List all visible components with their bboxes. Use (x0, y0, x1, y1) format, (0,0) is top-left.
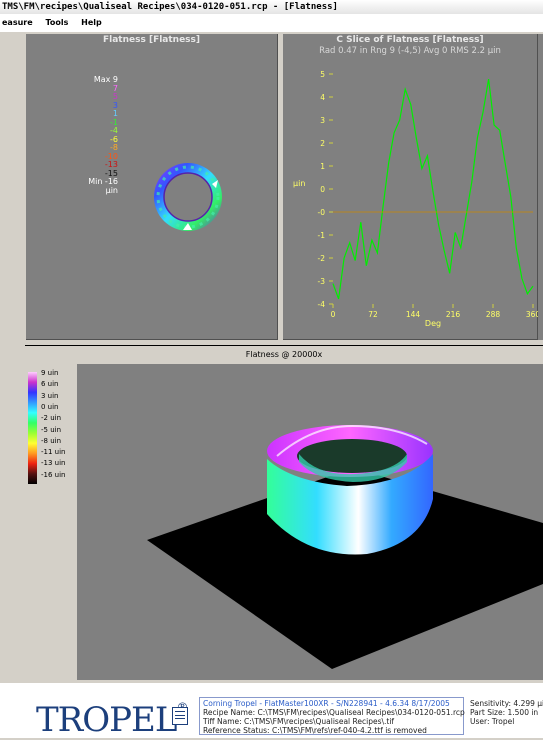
flatness-legend-label: -15 (104, 168, 118, 178)
footer-reference-status: Reference Status: C:\TMS\FM\refs\ref-040… (203, 726, 427, 735)
y-tick-label: -0 (318, 208, 326, 217)
footer-part-size: Part Size: 1.500 in (470, 708, 539, 717)
cylinder-inner-hole (297, 439, 407, 473)
c-slice-panel: C Slice of Flatness [Flatness] Rad 0.47 … (283, 34, 538, 340)
cylinder-wall (267, 454, 433, 555)
flatness-legend-label: -1 (110, 117, 118, 127)
x-tick-label: 288 (486, 310, 501, 319)
flatness-3d-view (147, 424, 543, 669)
window-title: TMS\FM\recipes\Qualiseal Recipes\034-012… (2, 2, 338, 12)
flatness-legend-label: -6 (110, 134, 118, 144)
y-tick-label: 0 (320, 185, 325, 194)
window-title-bar: TMS\FM\recipes\Qualiseal Recipes\034-012… (0, 0, 543, 14)
right-panel-edge (538, 34, 543, 340)
flatness-legend-label: -13 (104, 160, 118, 169)
y-tick-label: -2 (318, 254, 326, 263)
footer-user: User: Tropel (470, 717, 515, 726)
flatness-legend-label: -10 (104, 151, 118, 161)
flatness-legend-label: 3 (112, 100, 118, 110)
flatness-profile-line (332, 79, 534, 300)
left-side-strip (0, 345, 25, 683)
flatness-ring-map (154, 163, 222, 231)
flatness-3d-legend: 9 uin 6 uin 3 uin 0 uin -2 uin -5 uin -8 uin -1… (25, 364, 77, 681)
black-base-plane (147, 468, 543, 669)
y-tick-label: -1 (318, 231, 326, 240)
flatness-3d-legend-label: -2 uin (41, 414, 62, 423)
flatness-2d-panel: Flatness [Flatness] Max 9 7 5 3 1 -1 -4 -6 -8 -10… (26, 34, 278, 340)
x-tick-label: 360 (526, 310, 538, 319)
menu-item-tools[interactable]: Tools (45, 18, 69, 27)
flatness-3d-legend-label: -11 uin (41, 448, 66, 457)
c-slice-stats: Rad 0.47 in Rng 9 (-4,5) Avg 0 RMS 2.2 µ… (319, 46, 501, 56)
flatness-3d-panel: Flatness @ 20000x 9 uin 6 uin 3 uin 0 uin -2… (25, 345, 543, 681)
c-slice-chart: 5 4 3 2 1 0 -0 -1 -2 -3 -4 0 72 144 216 288 360 Deg µin (293, 70, 538, 328)
cylinder-inner-wall (299, 454, 407, 482)
tropel-logo-text: TROPEL (36, 700, 177, 740)
c-slice-title: C Slice of Flatness [Flatness] (336, 35, 484, 45)
ring-texture (156, 165, 220, 229)
flatness-legend-label: 1 (112, 109, 118, 118)
flatness-legend-label: Min -16 (88, 177, 118, 186)
ring-inner-hole (164, 173, 212, 221)
flatness-legend-label: 7 (112, 83, 118, 93)
menu-bar: easure Tools Help (0, 14, 543, 32)
flatness-legend-label: µin (105, 185, 118, 195)
x-tick-label: 0 (331, 310, 336, 319)
flatness-3d-legend-label: 0 uin (41, 402, 59, 411)
footer-sensitivity: Sensitivity: 4.299 µin (470, 699, 543, 708)
menu-item-help[interactable]: Help (81, 18, 102, 27)
y-tick-label: 5 (320, 70, 325, 79)
menu-item-measure[interactable]: easure (2, 18, 33, 27)
flatness-3d-legend-label: -16 uin (41, 470, 66, 479)
flatness-3d-legend-label: -8 uin (41, 436, 62, 445)
marker-top-icon (212, 180, 218, 188)
x-tick-label: 72 (368, 310, 378, 319)
y-tick-label: 3 (320, 116, 325, 125)
marker-bottom-icon (183, 223, 192, 230)
footer-tiff-name: Tiff Name: C:\TMS\FM\recipes\Qualiseal R… (203, 717, 395, 726)
cylinder-rim-highlight (276, 424, 428, 457)
flatness-3d-legend-label: 6 uin (41, 380, 59, 389)
y-axis-label: µin (293, 179, 305, 188)
flatness-3d-title: Flatness @ 20000x (25, 346, 543, 364)
tropel-logo: TROPEL® (36, 700, 188, 740)
ring-inner-edge (163, 172, 213, 222)
footer-product-line: Corning Tropel - FlatMaster100XR - S/N22… (203, 699, 450, 708)
footer-recipe-name: Recipe Name: C:\TMS\FM\recipes\Qualiseal… (203, 708, 465, 717)
y-tick-label: -4 (318, 300, 326, 309)
flatness-3d-legend-label: 9 uin (41, 369, 59, 377)
footer (0, 683, 543, 738)
footer-info-box (199, 697, 464, 735)
flatness-panel-title: Flatness [Flatness] (102, 35, 201, 45)
y-tick-label: 4 (320, 93, 325, 102)
x-axis-label: Deg (425, 319, 441, 328)
y-tick-label: -3 (318, 277, 326, 286)
y-tick-label: 2 (320, 139, 325, 148)
x-tick-label: 144 (406, 310, 421, 319)
color-scale-bar (28, 372, 37, 484)
flatness-3d-legend-label: 3 uin (41, 391, 59, 400)
flatness-legend-label: -4 (110, 126, 118, 135)
flatness-legend-label: 5 (112, 92, 118, 101)
flatness-3d-legend-label: -5 uin (41, 425, 62, 434)
notes-icon[interactable] (172, 707, 188, 725)
y-tick-label: 1 (320, 162, 325, 171)
flatness-legend-label: -8 (110, 143, 118, 152)
flatness-3d-legend-label: -13 uin (41, 459, 66, 468)
flatness-legend-label: Max 9 (93, 75, 118, 84)
x-tick-label: 216 (446, 310, 461, 319)
